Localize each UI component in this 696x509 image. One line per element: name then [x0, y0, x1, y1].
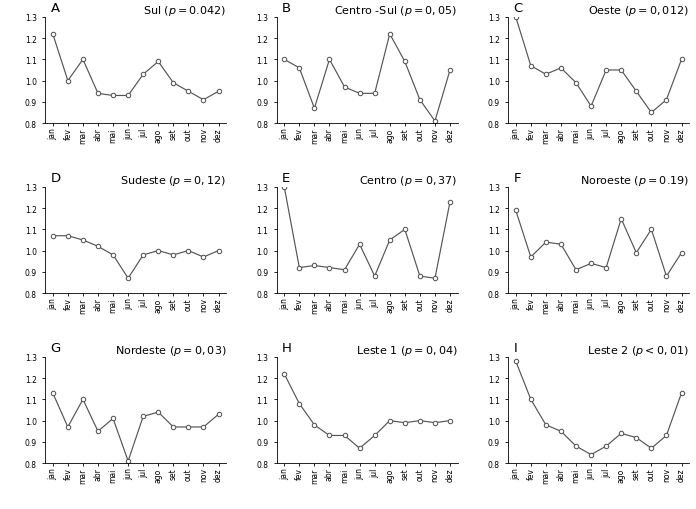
Text: I: I	[514, 341, 517, 354]
Text: B: B	[282, 2, 291, 15]
Text: H: H	[282, 341, 292, 354]
Text: Leste 2 ($\it{p <0,01}$): Leste 2 ($\it{p <0,01}$)	[587, 343, 689, 357]
Text: Noroeste ($\it{p =0.19}$): Noroeste ($\it{p =0.19}$)	[580, 174, 689, 187]
Text: F: F	[514, 172, 521, 184]
Text: Centro ($\it{p =0,37}$): Centro ($\it{p =0,37}$)	[359, 174, 457, 187]
Text: Centro -Sul ($\it{p =0,05}$): Centro -Sul ($\it{p =0,05}$)	[335, 4, 457, 18]
Text: D: D	[51, 172, 61, 184]
Text: A: A	[51, 2, 60, 15]
Text: Leste 1 ($\it{p =0,04}$): Leste 1 ($\it{p =0,04}$)	[356, 343, 457, 357]
Text: C: C	[514, 2, 523, 15]
Text: E: E	[282, 172, 290, 184]
Text: Nordeste ($\it{p =0,03}$): Nordeste ($\it{p =0,03}$)	[115, 343, 226, 357]
Text: Sudeste ($\it{p =0,12}$): Sudeste ($\it{p =0,12}$)	[120, 174, 226, 187]
Text: G: G	[51, 341, 61, 354]
Text: Sul ($\it{p =0.042}$): Sul ($\it{p =0.042}$)	[143, 4, 226, 18]
Text: Oeste ($\it{p =0,012}$): Oeste ($\it{p =0,012}$)	[588, 4, 689, 18]
